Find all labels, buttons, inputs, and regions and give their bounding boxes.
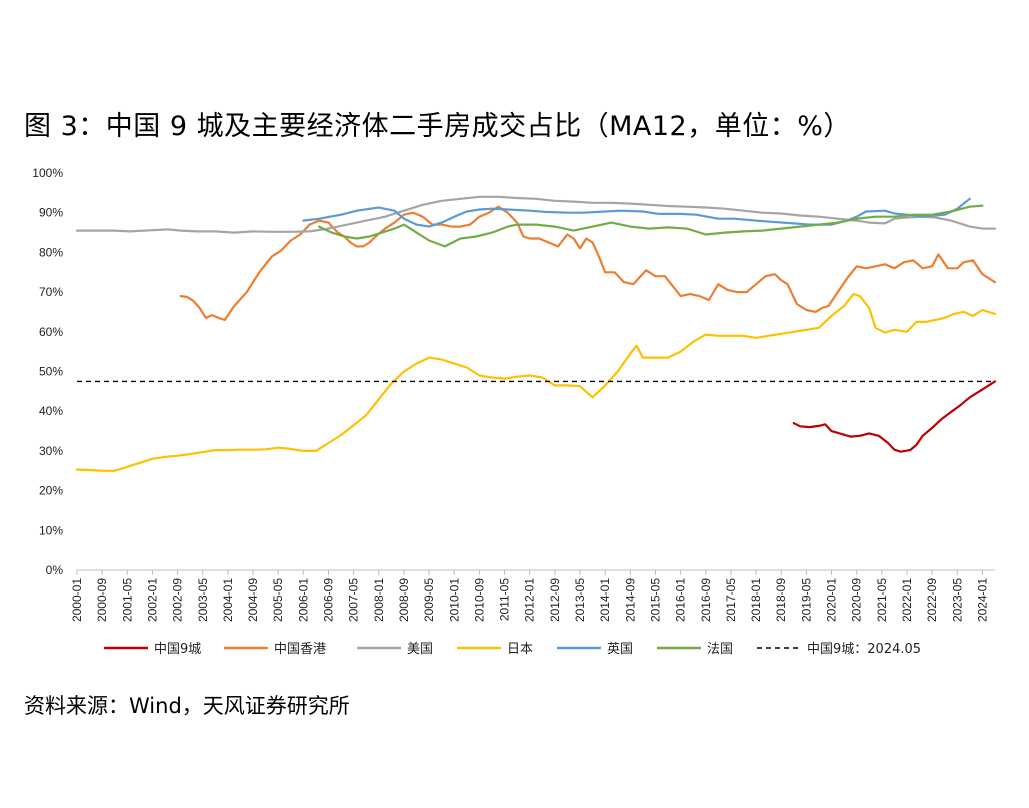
y-tick-label: 0% [46, 563, 64, 577]
x-tick-label: 2009-05 [422, 578, 436, 622]
x-tick-label: 2013-05 [573, 578, 587, 622]
legend-label: 法国 [707, 642, 733, 657]
x-tick-label: 2006-09 [322, 578, 336, 622]
y-tick-label: 60% [39, 325, 63, 339]
figure-title: 图 3：中国 9 城及主要经济体二手房成交占比（MA12，单位：%） [24, 111, 851, 142]
x-tick-label: 2003-05 [196, 578, 210, 622]
series-layer [75, 195, 997, 472]
x-tick-label: 2012-01 [523, 578, 537, 622]
x-tick-label: 2010-01 [447, 578, 461, 622]
x-tick-label: 2000-09 [95, 578, 109, 622]
x-tick-label: 2019-05 [799, 578, 813, 622]
x-tick-label: 2005-05 [271, 578, 285, 622]
legend-label: 中国9城：2024.05 [807, 642, 921, 657]
x-tick-label: 2014-01 [598, 578, 612, 622]
x-tick-label: 2023-05 [950, 578, 964, 622]
x-tick-label: 2002-09 [171, 578, 185, 622]
legend-label: 中国9城 [154, 642, 201, 657]
x-tick-label: 2018-09 [774, 578, 788, 622]
x-tick-label: 2017-05 [724, 578, 738, 622]
x-tick-label: 2012-09 [548, 578, 562, 622]
legend-label: 中国香港 [274, 642, 326, 657]
legend-label: 英国 [607, 642, 633, 657]
y-tick-label: 90% [39, 206, 63, 220]
y-tick-label: 10% [39, 523, 63, 537]
y-tick-label: 30% [39, 444, 63, 458]
x-tick-label: 2010-09 [472, 578, 486, 622]
source-note: 资料来源：Wind，天风证券研究所 [24, 694, 350, 718]
x-tick-label: 2002-01 [145, 578, 159, 622]
x-tick-label: 2008-09 [397, 578, 411, 622]
y-tick-label: 50% [39, 365, 63, 379]
x-tick-label: 2011-05 [498, 578, 512, 621]
series-line [318, 204, 984, 248]
x-tick-label: 2020-01 [825, 578, 839, 622]
x-tick-label: 2007-05 [347, 578, 361, 622]
legend: 中国9城 中国香港 美国 日本 英国 法国 中国9城：2024.05 [104, 642, 921, 657]
x-tick-label: 2015-05 [648, 578, 662, 622]
x-tick-label: 2016-01 [674, 578, 688, 622]
series-line [179, 205, 997, 321]
y-tick-label: 40% [39, 404, 63, 418]
series-line [75, 293, 997, 472]
x-tick-label: 2020-09 [850, 578, 864, 622]
series-line [302, 197, 971, 228]
x-tick-label: 2016-09 [699, 578, 713, 622]
x-tick-label: 2006-01 [296, 578, 310, 622]
x-tick-label: 2024-01 [975, 578, 989, 622]
y-axis-ticks: 0% 10% 20% 30% 40% 50% 60% 70% 80% 90% 100% [32, 166, 63, 577]
y-tick-label: 70% [39, 285, 63, 299]
x-tick-label: 2018-01 [749, 578, 763, 622]
x-tick-label: 2021-05 [875, 578, 889, 622]
x-tick-label: 2022-09 [925, 578, 939, 622]
legend-label: 美国 [407, 642, 433, 657]
y-tick-label: 80% [39, 245, 63, 259]
x-tick-label: 2004-01 [221, 578, 235, 622]
y-tick-label: 20% [39, 484, 63, 498]
x-tick-label: 2022-01 [900, 578, 914, 622]
series-line [75, 195, 997, 234]
x-axis: 2000-01 2000-09 2001-05 2002-01 2002-09 2003-… [70, 569, 995, 622]
y-tick-label: 100% [32, 166, 63, 180]
series-line [792, 380, 997, 453]
legend-label: 日本 [507, 642, 533, 657]
x-tick-label: 2014-09 [623, 578, 637, 622]
x-tick-label: 2001-05 [120, 578, 134, 622]
x-tick-label: 2008-01 [372, 578, 386, 622]
x-tick-label: 2004-09 [246, 578, 260, 622]
x-tick-label: 2000-01 [70, 578, 84, 622]
